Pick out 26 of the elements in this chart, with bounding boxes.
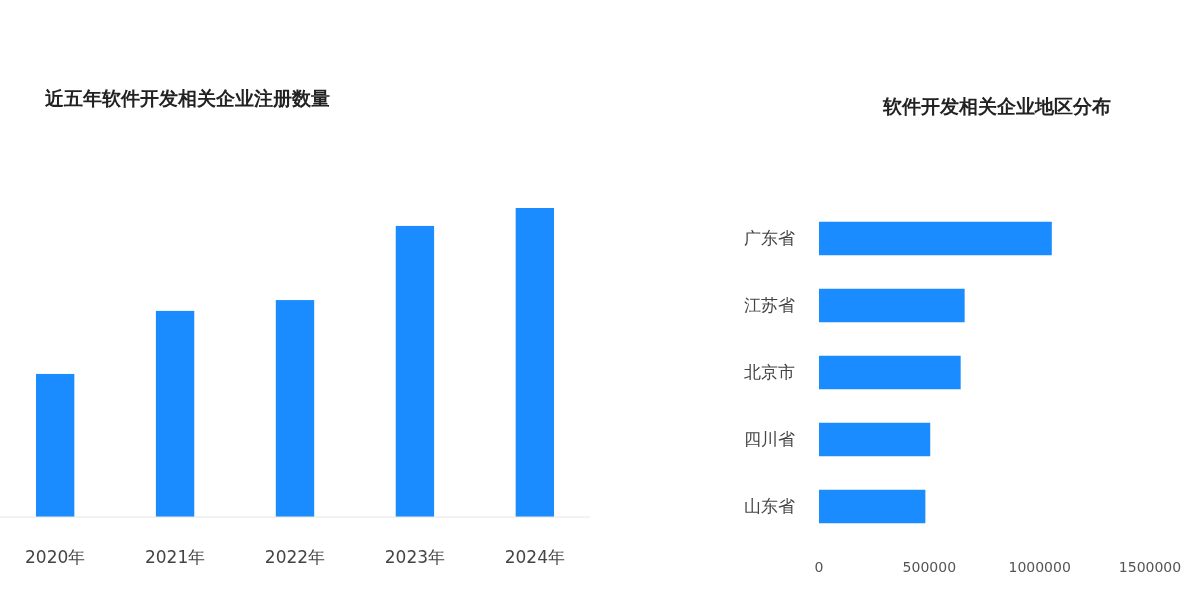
bar — [275, 300, 315, 517]
bar — [819, 489, 926, 524]
y-tick-label: 四川省 — [744, 429, 795, 450]
bar — [819, 422, 931, 457]
bar — [35, 373, 75, 517]
bar — [155, 310, 195, 517]
y-tick-label: 北京市 — [744, 362, 795, 383]
x-tick-label: 0 — [814, 559, 824, 575]
x-tick-label: 1000000 — [1008, 559, 1071, 575]
x-tick-label: 2022年 — [264, 547, 326, 567]
x-tick-label: 2024年 — [504, 547, 565, 567]
chart-title: 软件开发相关企业地区分布 — [882, 95, 1111, 117]
x-tick-label: 2023年 — [384, 547, 446, 567]
bar — [819, 221, 1052, 256]
x-tick-label: 1500000 — [1118, 559, 1182, 575]
y-tick-label: 广东省 — [744, 228, 795, 249]
x-tick-label: 500000 — [902, 559, 957, 575]
bar — [515, 208, 555, 517]
x-tick-label: 2021年 — [144, 547, 206, 567]
y-tick-label: 山东省 — [744, 496, 795, 517]
bar — [819, 288, 965, 323]
bar — [819, 355, 961, 390]
x-tick-label: 2020年 — [25, 547, 86, 567]
y-tick-label: 江苏省 — [744, 295, 795, 316]
bar — [395, 225, 435, 517]
chart-title: 近五年软件开发相关企业注册数量 — [44, 87, 330, 109]
